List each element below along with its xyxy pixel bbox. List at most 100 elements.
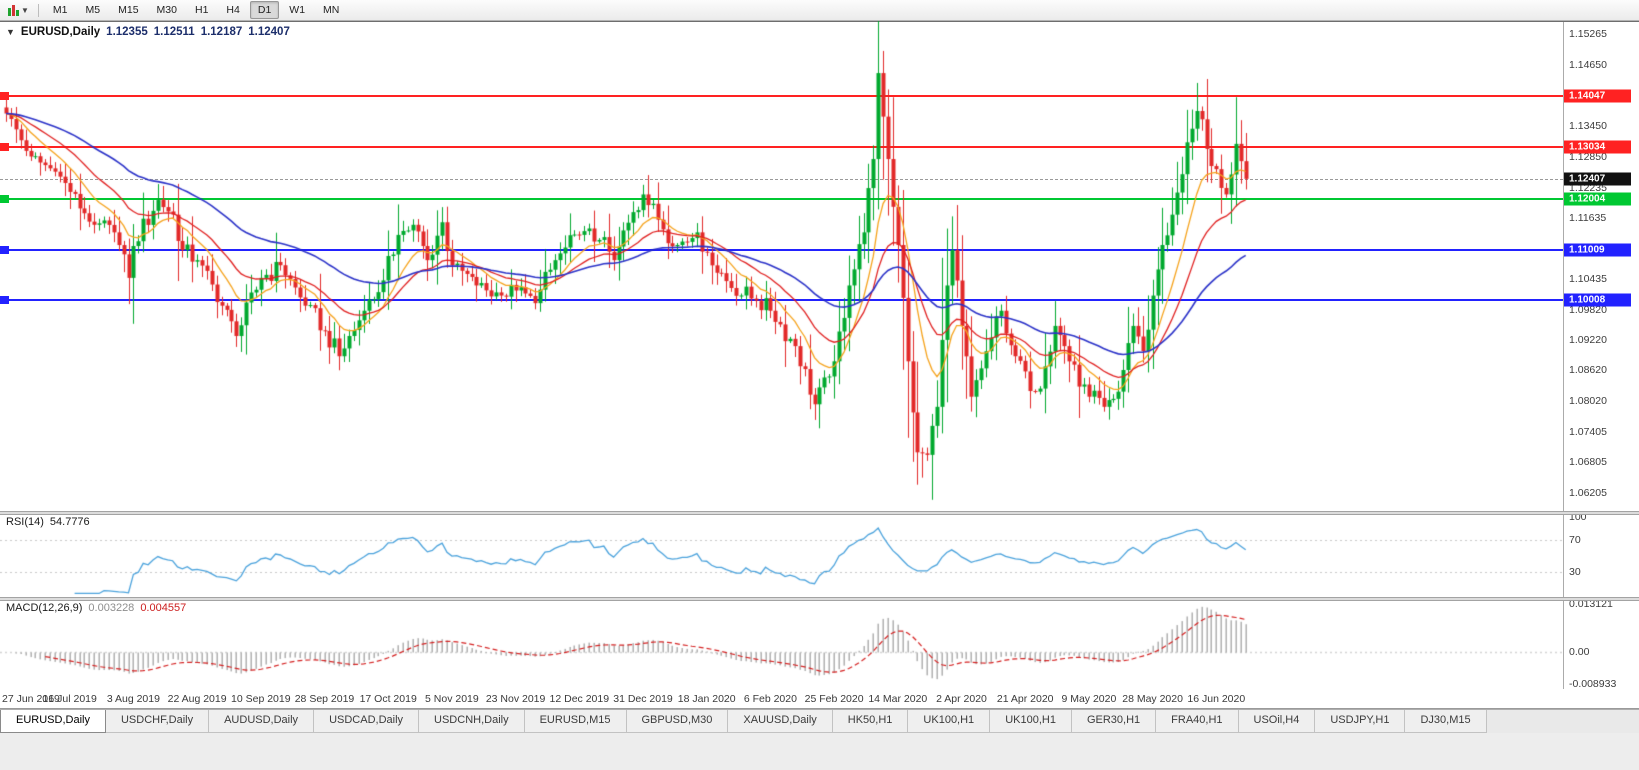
- ohlc-low: 1.12187: [200, 26, 243, 38]
- chart-title: ▼ EURUSD,Daily 1.12355 1.12511 1.12187 1…: [6, 26, 290, 38]
- price-axis-tick: 1.08020: [1569, 394, 1607, 407]
- macd-axis-tick: 0.00: [1569, 645, 1590, 658]
- date-axis-label: 18 Jan 2020: [677, 693, 736, 705]
- price-axis-tick: 1.10435: [1569, 272, 1607, 285]
- price-level-badge: 1.13034: [1564, 140, 1631, 154]
- chart-tab-eurusd-m15[interactable]: EURUSD,M15: [524, 710, 627, 733]
- price-axis-tick: 1.06205: [1569, 486, 1607, 499]
- date-axis-label: 21 Apr 2020: [996, 693, 1054, 705]
- price-level-marker: [0, 91, 9, 100]
- date-axis-label: 27 Jun 2019: [2, 693, 60, 705]
- chart-tab-uk100-h1[interactable]: UK100,H1: [990, 710, 1072, 733]
- date-axis-label: 14 Mar 2020: [868, 693, 928, 705]
- timeframe-button-mn[interactable]: MN: [323, 4, 340, 16]
- chart-tab-fra40-h1[interactable]: FRA40,H1: [1156, 710, 1239, 733]
- date-axis-label: 31 Dec 2019: [613, 693, 673, 705]
- chart-tab-eurusd-daily[interactable]: EURUSD,Daily: [0, 710, 106, 733]
- chart-bottom-border: [0, 708, 1639, 709]
- price-axis-tick: 1.08620: [1569, 364, 1607, 377]
- price-axis-tick: 1.15265: [1569, 28, 1607, 41]
- date-axis-label: 12 Dec 2019: [549, 693, 610, 705]
- chart-tab-ger30-h1[interactable]: GER30,H1: [1071, 710, 1157, 733]
- macd-axis-tick: 0.013121: [1569, 598, 1613, 610]
- date-axis-label: 5 Nov 2019: [425, 693, 479, 705]
- rsi-indicator-title: RSI(14) 54.7776: [6, 516, 90, 528]
- price-axis-tick: 1.07405: [1569, 425, 1607, 438]
- date-axis-label: 10 Sep 2019: [231, 693, 291, 705]
- price-level-badge: 1.11009: [1564, 243, 1631, 257]
- timeframe-button-m30[interactable]: M30: [156, 4, 177, 16]
- timeframe-button-h1[interactable]: H1: [194, 4, 209, 16]
- price-level-badge: 1.14047: [1564, 89, 1631, 103]
- chart-tab-usdcnh-daily[interactable]: USDCNH,Daily: [419, 710, 525, 733]
- price-level-marker: [0, 143, 9, 152]
- chart-tab-audusd-daily[interactable]: AUDUSD,Daily: [209, 710, 315, 733]
- chart-tab-gbpusd-m30[interactable]: GBPUSD,M30: [626, 710, 729, 733]
- rsi-axis-tick: 70: [1569, 534, 1581, 547]
- panel-splitter[interactable]: [0, 511, 1639, 515]
- macd-label: MACD(12,26,9): [6, 602, 83, 614]
- date-axis-label: 28 May 2020: [1122, 693, 1183, 705]
- price-axis-tick: 1.11635: [1569, 211, 1607, 224]
- date-axis-label: 25 Feb 2020: [804, 693, 864, 705]
- price-axis-tick: 1.09820: [1569, 303, 1607, 316]
- date-axis-label: 22 Aug 2019: [167, 693, 227, 705]
- macd-signal-value: 0.004557: [140, 602, 187, 614]
- price-level-marker: [0, 195, 9, 204]
- timeframe-buttons: M1 M5 M15 M30 H1 H4 D1 W1 MN: [44, 1, 348, 19]
- collapse-icon[interactable]: ▼: [6, 27, 15, 37]
- date-axis-label: 16 Jun 2020: [1187, 693, 1246, 705]
- timeframe-button-h4[interactable]: H4: [226, 4, 240, 16]
- price-level-badge: 1.10008: [1564, 293, 1631, 307]
- price-axis-tick: 1.09220: [1569, 334, 1607, 347]
- chart-tab-uk100-h1[interactable]: UK100,H1: [908, 710, 991, 733]
- macd-axis-tick: -0.008933: [1569, 678, 1617, 690]
- date-axis-label: 16 Jul 2019: [42, 693, 97, 705]
- chart-tab-hk50-h1[interactable]: HK50,H1: [832, 710, 909, 733]
- current-price-badge: 1.12407: [1564, 172, 1631, 186]
- date-axis-label: 2 Apr 2020: [936, 693, 987, 705]
- chart-tab-dj30-m15[interactable]: DJ30,M15: [1405, 710, 1487, 733]
- price-level-marker: [0, 245, 9, 254]
- date-axis-label: 17 Oct 2019: [359, 693, 417, 705]
- ohlc-high: 1.12511: [153, 26, 195, 38]
- chart-tab-usdjpy-h1[interactable]: USDJPY,H1: [1315, 710, 1406, 733]
- chart-type-icon[interactable]: ▼: [4, 3, 33, 17]
- date-axis-label: 3 Aug 2019: [106, 693, 160, 705]
- status-area: [0, 733, 1639, 770]
- timeframe-button-d1[interactable]: D1: [249, 1, 280, 19]
- date-axis-label: 9 May 2020: [1061, 693, 1117, 705]
- macd-indicator-title: MACD(12,26,9) 0.003228 0.004557: [6, 602, 186, 614]
- price-level-marker: [0, 296, 9, 305]
- panel-splitter[interactable]: [0, 597, 1639, 601]
- timeframe-button-w1[interactable]: W1: [289, 4, 306, 16]
- timeframe-button-m1[interactable]: M1: [52, 4, 68, 16]
- date-axis-label: 6 Feb 2020: [743, 693, 797, 705]
- date-axis-label: 23 Nov 2019: [485, 693, 546, 705]
- chart-tab-xauusd-daily[interactable]: XAUUSD,Daily: [728, 710, 833, 733]
- chart-tabs-bar: EURUSD,Daily USDCHF,Daily AUDUSD,Daily USDC…: [0, 709, 1639, 733]
- toolbar-divider: [37, 3, 39, 17]
- timeframe-toolbar: ▼ M1 M5 M15 M30 H1 H4 D1 W1 MN: [0, 0, 1639, 21]
- chart-tab-usoil-h4[interactable]: USOil,H4: [1238, 710, 1316, 733]
- price-axis-tick: 1.13450: [1569, 120, 1607, 133]
- chart-tab-usdchf-daily[interactable]: USDCHF,Daily: [105, 710, 210, 733]
- price-axis-divider: [1563, 22, 1564, 689]
- price-axis-tick: 1.06805: [1569, 456, 1607, 469]
- candlestick-icon: [8, 4, 19, 16]
- date-axis-label: 28 Sep 2019: [294, 693, 355, 705]
- rsi-label: RSI(14): [6, 516, 44, 528]
- price-level-badge: 1.12004: [1564, 192, 1631, 206]
- chevron-down-icon: ▼: [21, 5, 29, 15]
- ohlc-close: 1.12407: [248, 26, 290, 38]
- price-axis-tick: 1.14650: [1569, 59, 1607, 72]
- rsi-value: 54.7776: [49, 516, 90, 528]
- rsi-axis-tick: 30: [1569, 565, 1581, 578]
- ohlc-open: 1.12355: [106, 26, 148, 38]
- chart-tab-usdcad-daily[interactable]: USDCAD,Daily: [314, 710, 420, 733]
- timeframe-button-m5[interactable]: M5: [85, 4, 101, 16]
- timeframe-button-m15[interactable]: M15: [118, 4, 139, 16]
- macd-main-value: 0.003228: [88, 602, 135, 614]
